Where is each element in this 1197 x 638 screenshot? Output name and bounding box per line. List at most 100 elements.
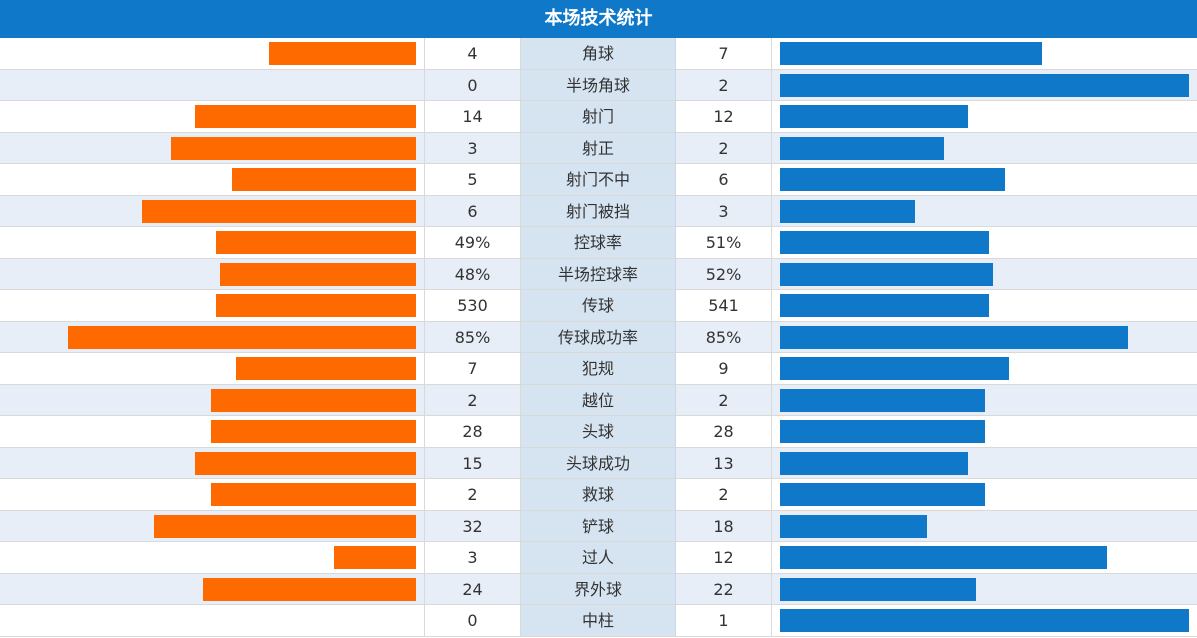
stat-label: 犯规 (521, 353, 676, 384)
left-team-bar (142, 199, 416, 223)
stat-row: 0 中柱 1 (0, 605, 1197, 637)
right-bar-cell (772, 164, 1197, 195)
right-team-bar (780, 136, 944, 160)
right-team-bar (780, 73, 1189, 97)
right-bar-cell (772, 69, 1197, 100)
left-team-bar (203, 577, 416, 601)
left-team-value: 48% (425, 258, 521, 289)
right-team-value: 12 (676, 542, 772, 573)
stat-label: 半场角球 (521, 69, 676, 100)
stat-label: 控球率 (521, 227, 676, 258)
left-team-value: 15 (425, 447, 521, 478)
right-team-value: 541 (676, 290, 772, 321)
right-team-value: 2 (676, 479, 772, 510)
right-bar-cell (772, 573, 1197, 604)
stat-label: 中柱 (521, 605, 676, 636)
left-bar-cell (0, 195, 425, 226)
left-bar-cell (0, 542, 425, 573)
right-team-bar (780, 105, 968, 128)
left-bar-cell (0, 38, 425, 69)
left-bar-cell (0, 416, 425, 447)
stat-row: 2 越位 2 (0, 384, 1197, 416)
stat-label: 传球成功率 (521, 321, 676, 352)
stat-label: 界外球 (521, 573, 676, 604)
stat-label: 射门不中 (521, 164, 676, 195)
right-team-value: 18 (676, 510, 772, 541)
stat-row: 24 界外球 22 (0, 573, 1197, 605)
left-team-bar (236, 357, 416, 380)
left-bar-cell (0, 447, 425, 478)
stat-row: 32 铲球 18 (0, 510, 1197, 542)
left-team-bar (211, 483, 416, 506)
stat-label: 越位 (521, 384, 676, 415)
left-team-value: 530 (425, 290, 521, 321)
stat-row: 14 射门 12 (0, 101, 1197, 133)
right-team-bar (780, 577, 976, 601)
right-team-bar (780, 199, 915, 223)
left-bar-cell (0, 384, 425, 415)
left-bar-cell (0, 510, 425, 541)
stat-label: 头球成功 (521, 447, 676, 478)
left-team-value: 32 (425, 510, 521, 541)
left-team-bar (68, 325, 416, 349)
panel-title: 本场技术统计 (0, 0, 1197, 38)
stat-row: 48% 半场控球率 52% (0, 258, 1197, 290)
left-team-value: 6 (425, 195, 521, 226)
stat-label: 射门被挡 (521, 195, 676, 226)
stat-label: 过人 (521, 542, 676, 573)
left-team-bar (220, 262, 416, 286)
stat-row: 6 射门被挡 3 (0, 195, 1197, 227)
right-team-bar (780, 357, 1009, 380)
left-bar-cell (0, 132, 425, 163)
right-bar-cell (772, 447, 1197, 478)
left-team-value: 2 (425, 384, 521, 415)
left-bar-cell (0, 164, 425, 195)
stat-row: 28 头球 28 (0, 416, 1197, 448)
left-team-value: 5 (425, 164, 521, 195)
stat-row: 3 过人 12 (0, 542, 1197, 574)
left-team-value: 24 (425, 573, 521, 604)
left-team-value: 85% (425, 321, 521, 352)
stat-row: 5 射门不中 6 (0, 164, 1197, 196)
right-bar-cell (772, 384, 1197, 415)
stat-row: 15 头球成功 13 (0, 447, 1197, 479)
stat-row: 49% 控球率 51% (0, 227, 1197, 259)
right-bar-cell (772, 195, 1197, 226)
left-team-value: 14 (425, 101, 521, 132)
right-team-value: 85% (676, 321, 772, 352)
right-team-value: 1 (676, 605, 772, 636)
right-team-value: 51% (676, 227, 772, 258)
left-team-value: 49% (425, 227, 521, 258)
right-team-value: 52% (676, 258, 772, 289)
right-team-value: 7 (676, 38, 772, 69)
right-bar-cell (772, 416, 1197, 447)
left-team-bar (154, 514, 416, 538)
left-bar-cell (0, 573, 425, 604)
stat-label: 角球 (521, 38, 676, 69)
right-team-value: 3 (676, 195, 772, 226)
left-bar-cell (0, 353, 425, 384)
left-team-value: 3 (425, 132, 521, 163)
left-team-bar (216, 231, 416, 254)
stat-label: 射正 (521, 132, 676, 163)
right-bar-cell (772, 605, 1197, 636)
stat-row: 7 犯规 9 (0, 353, 1197, 385)
right-team-bar (780, 262, 993, 286)
left-team-bar (195, 451, 416, 475)
right-team-bar (780, 451, 968, 475)
left-bar-cell (0, 290, 425, 321)
right-bar-cell (772, 132, 1197, 163)
right-team-value: 9 (676, 353, 772, 384)
stat-row: 2 救球 2 (0, 479, 1197, 511)
stat-row: 3 射正 2 (0, 132, 1197, 164)
right-team-bar (780, 514, 927, 538)
right-bar-cell (772, 479, 1197, 510)
left-team-bar (232, 168, 416, 191)
right-bar-cell (772, 321, 1197, 352)
left-bar-cell (0, 258, 425, 289)
right-team-bar (780, 483, 985, 506)
right-team-value: 2 (676, 384, 772, 415)
stat-label: 传球 (521, 290, 676, 321)
right-bar-cell (772, 542, 1197, 573)
